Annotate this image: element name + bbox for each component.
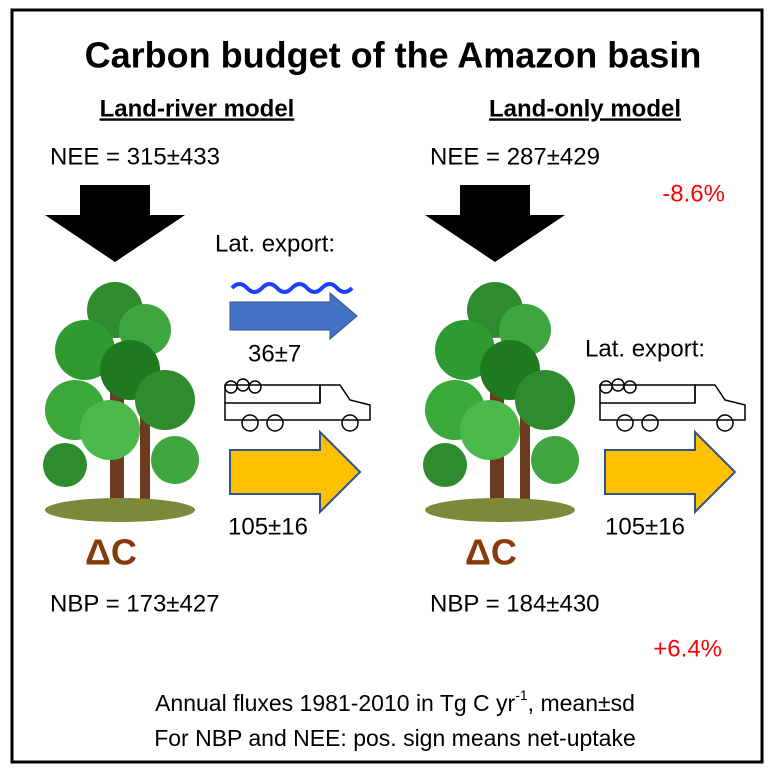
river: [230, 282, 354, 294]
forest: [43, 282, 199, 522]
frame: [10, 8, 764, 764]
wood-export: 105±16: [605, 513, 685, 540]
lat-export: Lat. export:: [585, 335, 705, 362]
nee: NEE = 287±429: [430, 143, 600, 170]
footer-line: For NBP and NEE: pos. sign means net-upt…: [154, 725, 636, 751]
delta-c: ΔC: [465, 532, 517, 573]
nee: NEE = 315±433: [50, 143, 220, 170]
lat-export: Lat. export:: [215, 230, 335, 257]
river-export: 36±7: [248, 340, 301, 367]
wood-arrow: [604, 429, 737, 515]
truck: [224, 378, 371, 432]
delta-c: ΔC: [85, 532, 137, 573]
footer-line: Annual fluxes 1981-2010 in Tg C yr-1, me…: [155, 687, 635, 716]
nbp-change: +6.4%: [653, 635, 722, 662]
nbp: NBP = 184±430: [430, 590, 600, 617]
wood-export: 105±16: [228, 513, 308, 540]
truck: [599, 378, 746, 432]
nee-change: -8.6%: [662, 180, 725, 207]
footer-text: Annual fluxes 1981-2010 in Tg C yr: [155, 690, 515, 716]
nee-arrow: [45, 185, 185, 262]
nee-arrow: [425, 185, 565, 262]
title: Carbon budget of the Amazon basin: [85, 35, 702, 76]
heading: Land-river model: [100, 95, 295, 122]
footer-text: , mean±sd: [528, 690, 635, 716]
heading: Land-only model: [489, 95, 681, 122]
footer-sup: -1: [515, 687, 528, 703]
river-arrow: [229, 291, 358, 341]
wood-arrow: [229, 429, 362, 515]
forest: [423, 282, 579, 522]
nbp: NBP = 173±427: [50, 590, 220, 617]
